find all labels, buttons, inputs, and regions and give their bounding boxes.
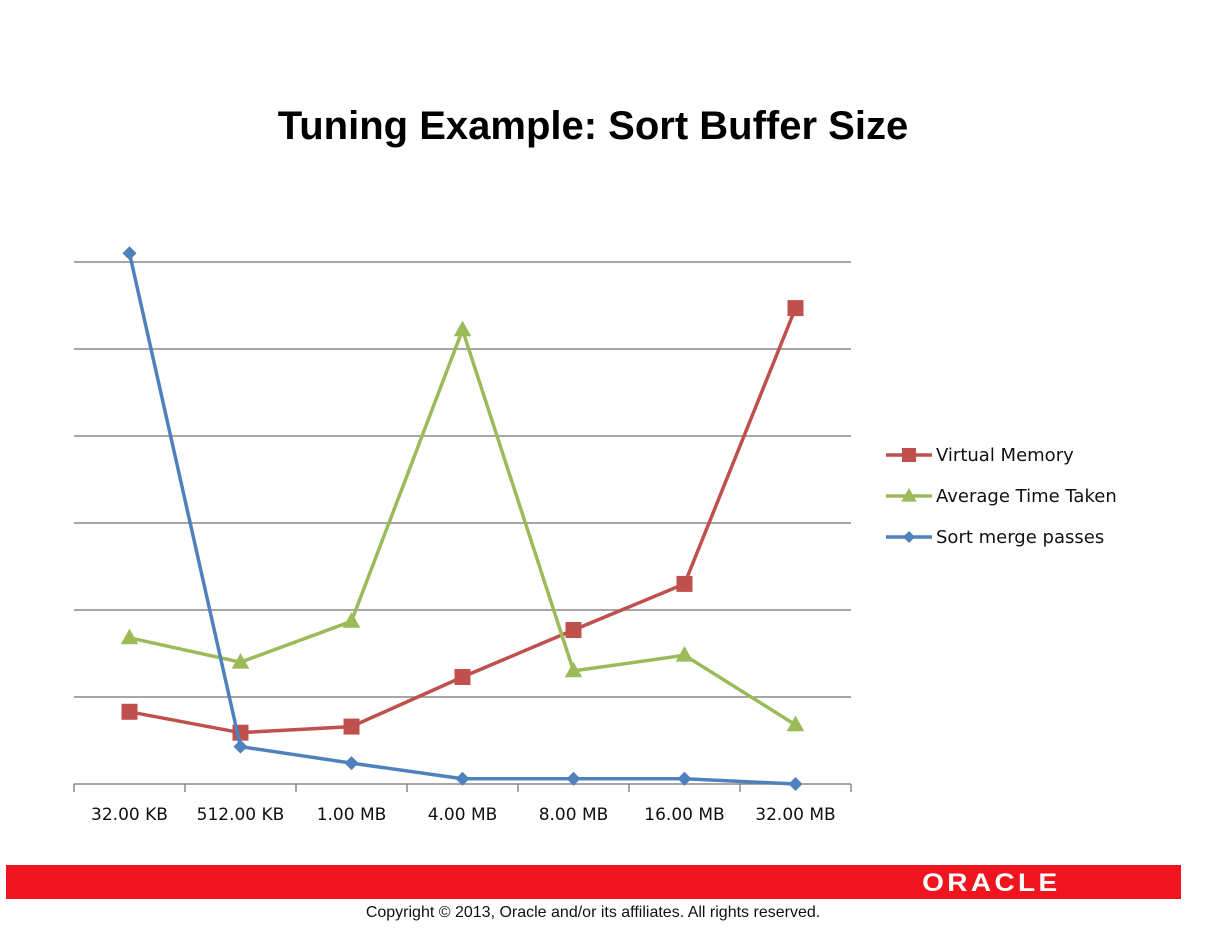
data-point: [564, 661, 583, 678]
data-point: [121, 703, 138, 720]
x-tick-label: 32.00 MB: [755, 805, 835, 825]
legend: Virtual Memory Average Time Taken Sort mer…: [886, 445, 1117, 548]
data-point: [903, 531, 915, 543]
line-chart: 32.00 KB 512.00 KB 1.00 MB 4.00 MB 8.00 MB 16…: [73, 246, 1117, 825]
x-tick-label: 512.00 KB: [197, 805, 285, 825]
x-axis: 32.00 KB 512.00 KB 1.00 MB 4.00 MB 8.00 MB 16…: [73, 783, 852, 825]
series-sort-merge-passes: [122, 246, 803, 791]
data-point: [343, 718, 360, 735]
data-point: [902, 448, 916, 462]
x-tick-label: 4.00 MB: [428, 805, 498, 825]
data-point: [454, 668, 471, 685]
oracle-logo: ORACLE: [922, 869, 1061, 897]
data-point: [233, 739, 248, 754]
data-point: [565, 622, 582, 639]
legend-item: Virtual Memory: [886, 445, 1074, 466]
x-tick-label: 8.00 MB: [539, 805, 609, 825]
data-point: [677, 771, 692, 786]
legend-item: Average Time Taken: [886, 486, 1117, 507]
data-point: [787, 300, 804, 317]
data-point: [786, 715, 805, 732]
legend-item: Sort merge passes: [886, 527, 1104, 548]
series-layer: [120, 246, 805, 791]
data-point: [120, 628, 139, 645]
series-line: [129, 307, 798, 735]
legend-label: Average Time Taken: [936, 486, 1117, 507]
data-point: [453, 320, 472, 337]
x-tick-label: 1.00 MB: [317, 805, 387, 825]
data-point: [231, 653, 250, 669]
legend-label: Virtual Memory: [936, 445, 1074, 466]
data-point: [676, 575, 693, 592]
gridlines: [74, 261, 851, 698]
data-point: [455, 771, 470, 786]
copyright-notice: Copyright © 2013, Oracle and/or its affi…: [365, 904, 821, 921]
slide-title: Tuning Example: Sort Buffer Size: [277, 104, 909, 148]
data-point: [342, 612, 361, 628]
footer-bar: ORACLE: [6, 865, 1181, 899]
x-tick-label: 16.00 MB: [644, 805, 724, 825]
data-point: [566, 771, 581, 786]
x-tick-label: 32.00 KB: [91, 805, 168, 825]
series-average-time-taken: [120, 320, 805, 732]
series-line: [129, 328, 797, 727]
data-point: [788, 777, 803, 791]
data-point: [122, 246, 137, 261]
data-point: [675, 646, 694, 662]
data-point: [344, 756, 359, 771]
data-point: [901, 487, 917, 502]
legend-label: Sort merge passes: [936, 527, 1104, 548]
